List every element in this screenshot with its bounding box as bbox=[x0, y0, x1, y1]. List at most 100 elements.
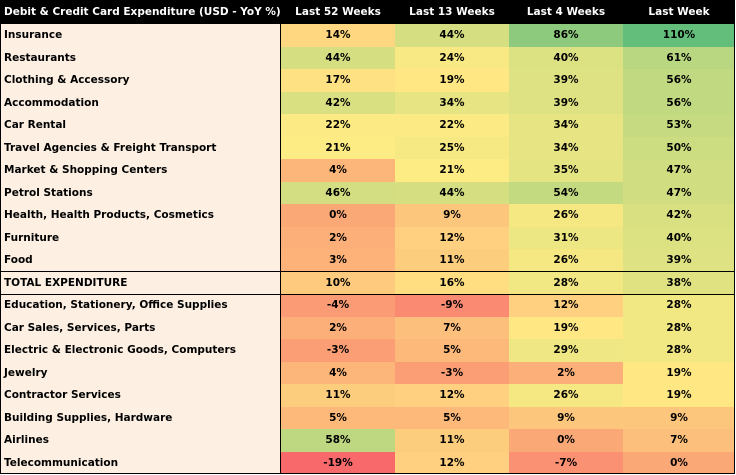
row-label: Food bbox=[0, 249, 281, 272]
heatmap-cell: 22% bbox=[395, 114, 509, 137]
row-label: Car Rental bbox=[0, 114, 281, 137]
row-label: Accommodation bbox=[0, 91, 281, 114]
heatmap-cell: 44% bbox=[395, 24, 509, 47]
heatmap-cell: 26% bbox=[509, 384, 623, 407]
heatmap-cell: 39% bbox=[623, 249, 735, 272]
heatmap-cell: 2% bbox=[281, 316, 395, 339]
row-label: Health, Health Products, Cosmetics bbox=[0, 204, 281, 227]
heatmap-cell: 11% bbox=[281, 384, 395, 407]
heatmap-cell: 19% bbox=[623, 361, 735, 384]
heatmap-cell: 19% bbox=[509, 316, 623, 339]
column-header: Last 52 Weeks bbox=[281, 0, 395, 24]
row-label: Building Supplies, Hardware bbox=[0, 406, 281, 429]
heatmap-cell: 4% bbox=[281, 159, 395, 182]
heatmap-cell: 86% bbox=[509, 24, 623, 47]
heatmap-cell: 7% bbox=[623, 429, 735, 452]
heatmap-cell: 12% bbox=[509, 294, 623, 317]
row-label: Petrol Stations bbox=[0, 181, 281, 204]
heatmap-cell: 42% bbox=[623, 204, 735, 227]
heatmap-cell: -19% bbox=[281, 451, 395, 474]
heatmap-cell: 39% bbox=[509, 69, 623, 92]
heatmap-cell: 2% bbox=[281, 226, 395, 249]
heatmap-cell: 19% bbox=[623, 384, 735, 407]
chart-title: Debit & Credit Card Expenditure (USD - Y… bbox=[0, 0, 281, 24]
column-header: Last 4 Weeks bbox=[509, 0, 623, 24]
row-label: Insurance bbox=[0, 24, 281, 47]
row-label: Furniture bbox=[0, 226, 281, 249]
heatmap-cell: 5% bbox=[281, 406, 395, 429]
heatmap-cell: 28% bbox=[623, 339, 735, 362]
row-label: Telecommunication bbox=[0, 451, 281, 474]
heatmap-cell: 38% bbox=[623, 271, 735, 294]
heatmap-cell: 25% bbox=[395, 136, 509, 159]
heatmap-cell: 9% bbox=[395, 204, 509, 227]
row-label: Airlines bbox=[0, 429, 281, 452]
heatmap-cell: 16% bbox=[395, 271, 509, 294]
heatmap-cell: 26% bbox=[509, 249, 623, 272]
column-header: Last 13 Weeks bbox=[395, 0, 509, 24]
heatmap-cell: -7% bbox=[509, 451, 623, 474]
heatmap-cell: 11% bbox=[395, 249, 509, 272]
heatmap-cell: 31% bbox=[509, 226, 623, 249]
row-label: TOTAL EXPENDITURE bbox=[0, 271, 281, 294]
heatmap-cell: 19% bbox=[395, 69, 509, 92]
heatmap-cell: 42% bbox=[281, 91, 395, 114]
heatmap-cell: 12% bbox=[395, 384, 509, 407]
heatmap-cell: 39% bbox=[509, 91, 623, 114]
row-label: Clothing & Accessory bbox=[0, 69, 281, 92]
heatmap-cell: 34% bbox=[509, 114, 623, 137]
table-border-left bbox=[0, 0, 1, 474]
heatmap-cell: 44% bbox=[395, 181, 509, 204]
heatmap-cell: 24% bbox=[395, 46, 509, 69]
heatmap-cell: 0% bbox=[623, 451, 735, 474]
heatmap-cell: 21% bbox=[281, 136, 395, 159]
heatmap-cell: 47% bbox=[623, 159, 735, 182]
heatmap-cell: 29% bbox=[509, 339, 623, 362]
heatmap-cell: 5% bbox=[395, 406, 509, 429]
heatmap-cell: -4% bbox=[281, 294, 395, 317]
heatmap-cell: 56% bbox=[623, 91, 735, 114]
table-border-right bbox=[734, 0, 735, 474]
heatmap-cell: 110% bbox=[623, 24, 735, 47]
heatmap-cell: 28% bbox=[623, 294, 735, 317]
heatmap-cell: 40% bbox=[509, 46, 623, 69]
heatmap-cell: 54% bbox=[509, 181, 623, 204]
heatmap-cell: 50% bbox=[623, 136, 735, 159]
heatmap-cell: 14% bbox=[281, 24, 395, 47]
heatmap-cell: 0% bbox=[281, 204, 395, 227]
row-label: Electric & Electronic Goods, Computers bbox=[0, 339, 281, 362]
heatmap-cell: 34% bbox=[509, 136, 623, 159]
heatmap-cell: 5% bbox=[395, 339, 509, 362]
heatmap-cell: 22% bbox=[281, 114, 395, 137]
heatmap-cell: 35% bbox=[509, 159, 623, 182]
heatmap-cell: 21% bbox=[395, 159, 509, 182]
row-label: Market & Shopping Centers bbox=[0, 159, 281, 182]
heatmap-cell: 9% bbox=[509, 406, 623, 429]
heatmap-cell: 26% bbox=[509, 204, 623, 227]
heatmap-cell: 28% bbox=[509, 271, 623, 294]
heatmap-cell: 44% bbox=[281, 46, 395, 69]
row-label: Car Sales, Services, Parts bbox=[0, 316, 281, 339]
heatmap-cell: 58% bbox=[281, 429, 395, 452]
total-row-top-border bbox=[0, 271, 735, 272]
heatmap-cell: 9% bbox=[623, 406, 735, 429]
heatmap-cell: 28% bbox=[623, 316, 735, 339]
heatmap-cell: 7% bbox=[395, 316, 509, 339]
row-label: Contractor Services bbox=[0, 384, 281, 407]
heatmap-cell: 11% bbox=[395, 429, 509, 452]
heatmap-cell: 4% bbox=[281, 361, 395, 384]
row-label: Education, Stationery, Office Supplies bbox=[0, 294, 281, 317]
heatmap-cell: 53% bbox=[623, 114, 735, 137]
heatmap-cell: 61% bbox=[623, 46, 735, 69]
heatmap-cell: 12% bbox=[395, 226, 509, 249]
heatmap-cell: 46% bbox=[281, 181, 395, 204]
heatmap-cell: 12% bbox=[395, 451, 509, 474]
total-row-bottom-border bbox=[0, 293, 735, 295]
column-header: Last Week bbox=[623, 0, 735, 24]
label-column-divider bbox=[280, 0, 281, 474]
heatmap-cell: 56% bbox=[623, 69, 735, 92]
heatmap-cell: -3% bbox=[395, 361, 509, 384]
row-label: Jewelry bbox=[0, 361, 281, 384]
row-label: Restaurants bbox=[0, 46, 281, 69]
